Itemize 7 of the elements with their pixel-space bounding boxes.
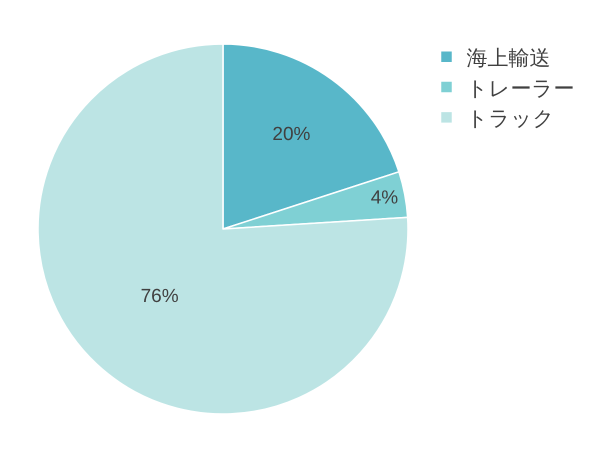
legend-label: トレーラー [466, 77, 574, 100]
legend-label: 海上輸送 [466, 46, 550, 70]
legend-label: トラック [466, 108, 554, 131]
data-label: 76% [140, 286, 179, 307]
data-label: 20% [272, 124, 311, 146]
data-label: 4% [370, 188, 398, 209]
pie-slice [37, 43, 408, 415]
